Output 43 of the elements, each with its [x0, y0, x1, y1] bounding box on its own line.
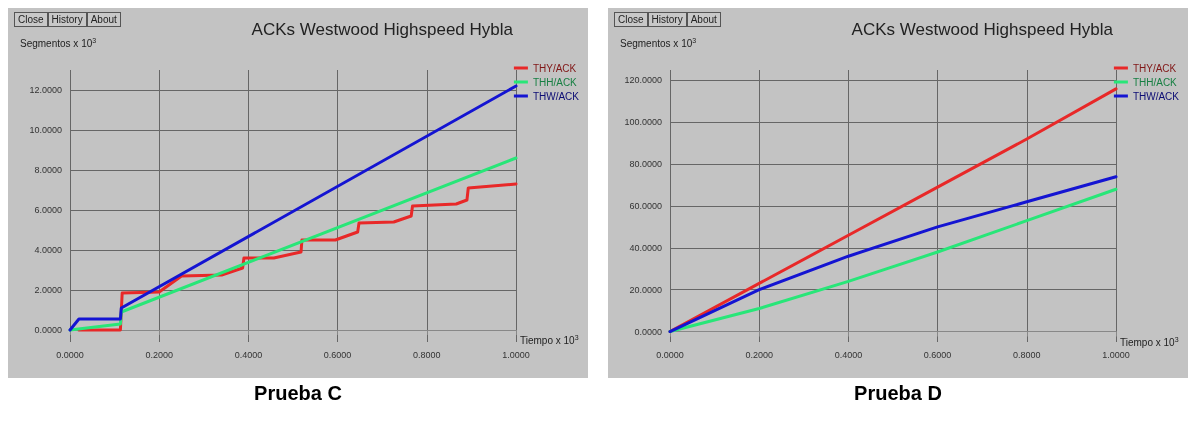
button: Close: [14, 12, 48, 27]
x-tick-label: 1.0000: [502, 349, 530, 360]
y-tick-label: 80.0000: [629, 159, 662, 170]
x-tick-label: 0.2000: [745, 349, 773, 360]
text: Prueba C: [253, 382, 343, 405]
line-series: [68, 156, 518, 332]
y-tick-label: 0.0000: [634, 326, 662, 337]
legend-label: THW/ACK: [532, 90, 580, 102]
x-tick-label: 0.0000: [656, 349, 684, 360]
legend-label: THY/ACK: [1132, 62, 1177, 74]
legend-label: THH/ACK: [532, 76, 578, 88]
legend-label: THY/ACK: [532, 62, 577, 74]
y-tick-label: 4.0000: [34, 245, 62, 255]
y-tick-label: 0.0000: [34, 325, 62, 335]
button: History: [647, 12, 687, 27]
x-tick-label: 0.8000: [1013, 349, 1041, 360]
x-tick-label: 0.6000: [923, 349, 952, 360]
text: Prueba D: [853, 382, 943, 405]
legend-label: THW/ACK: [1132, 90, 1180, 102]
chart-title: ACKs Westwood Highspeed Hybla: [251, 20, 514, 39]
legend-label: THH/ACK: [1132, 76, 1178, 88]
x-tick-label: 0.8000: [413, 349, 441, 360]
y-tick-label: 2.0000: [34, 285, 62, 295]
x-tick-label: 0.4000: [834, 349, 863, 360]
button: About: [686, 12, 721, 27]
x-tick-label: 0.2000: [145, 349, 173, 360]
y-tick-label: 40.0000: [629, 242, 662, 253]
button: Close: [614, 12, 648, 27]
y-tick-label: 60.0000: [629, 201, 662, 211]
x-tick-label: 0.4000: [234, 349, 263, 360]
y-tick-label: 100.0000: [624, 117, 662, 128]
y-tick-label: 6.0000: [34, 205, 62, 215]
y-tick-label: 12.0000: [29, 85, 62, 95]
y-tick-label: 20.0000: [629, 284, 662, 295]
chart-title: ACKs Westwood Highspeed Hybla: [851, 20, 1114, 39]
x-tick-label: 0.0000: [56, 349, 84, 360]
y-tick-label: 10.0000: [29, 125, 62, 135]
y-tick-label: 120.0000: [624, 75, 662, 86]
button: History: [47, 12, 87, 27]
button: About: [86, 12, 121, 27]
x-tick-label: 0.6000: [323, 349, 352, 360]
y-tick-label: 8.0000: [34, 165, 62, 175]
x-tick-label: 1.0000: [1102, 349, 1130, 360]
